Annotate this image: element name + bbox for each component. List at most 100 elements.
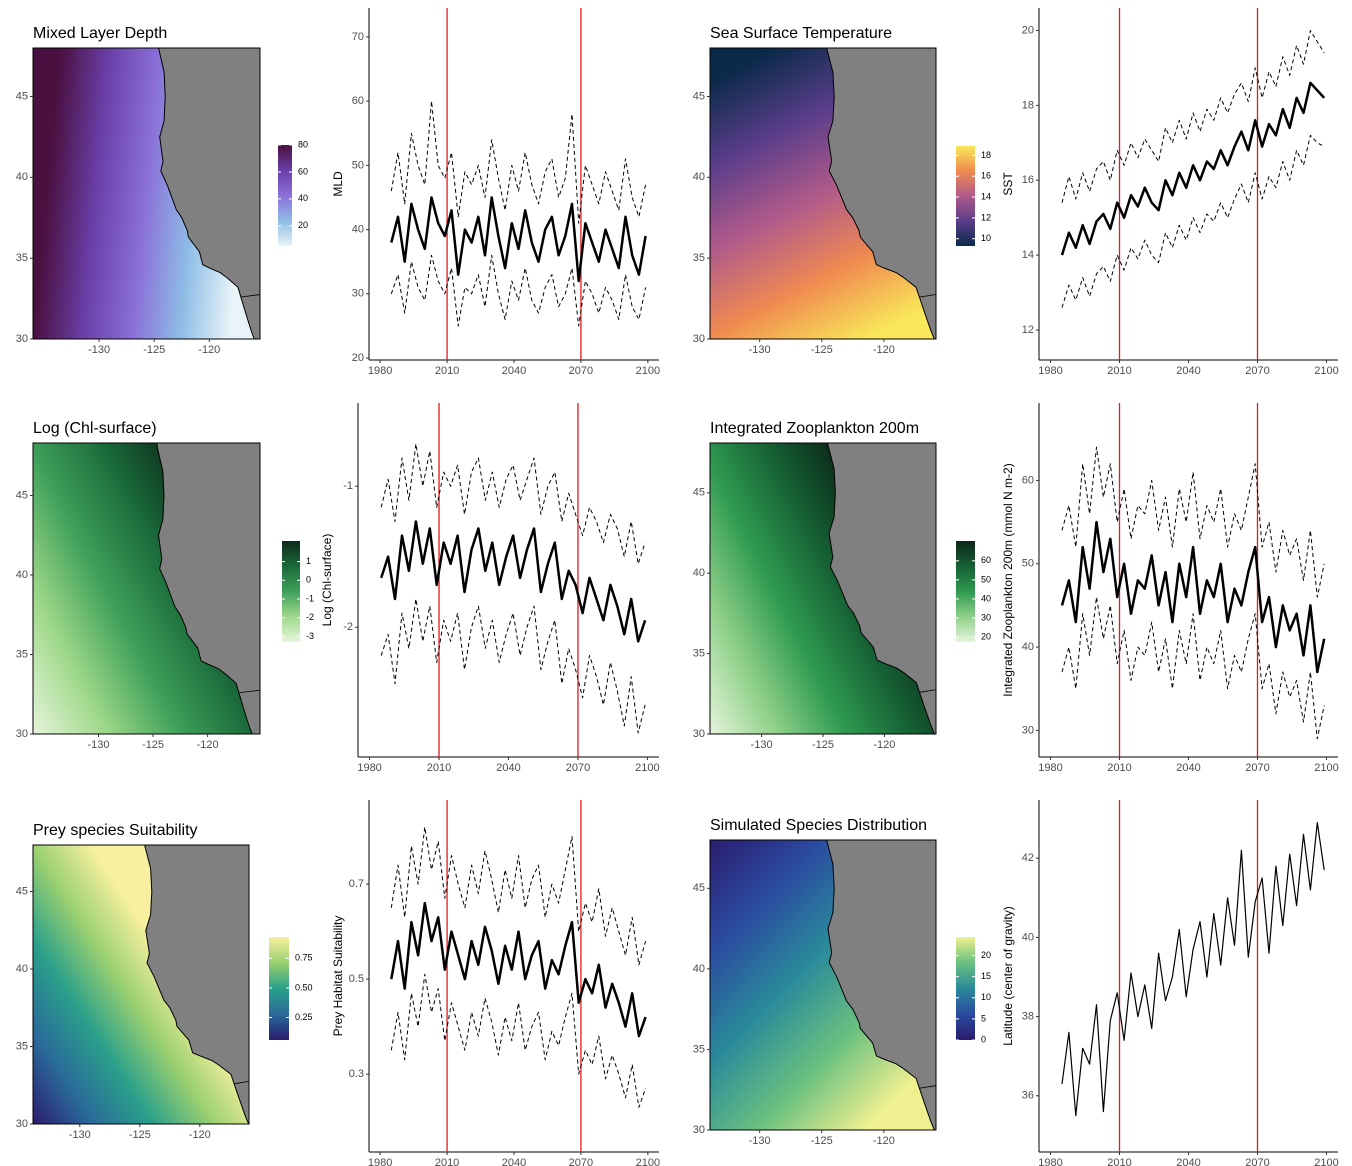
x-tick-label: 2010 bbox=[435, 1157, 459, 1166]
colorbar-label: 18 bbox=[981, 150, 991, 160]
y-tick-label: 20 bbox=[352, 352, 364, 364]
colorbar-label: 14 bbox=[981, 191, 991, 201]
x-tick-label: 2040 bbox=[502, 365, 526, 377]
series-line bbox=[390, 196, 647, 283]
x-tick-label: 2100 bbox=[1314, 365, 1338, 377]
x-tick-label: 2040 bbox=[1176, 365, 1200, 377]
x-tick-label: 2070 bbox=[1245, 762, 1269, 774]
x-tick-label: -130 bbox=[749, 1135, 771, 1147]
y-tick-label: 30 bbox=[693, 1124, 705, 1136]
y-tick-label: 30 bbox=[16, 728, 28, 740]
map-title: Prey species Suitability bbox=[33, 822, 198, 839]
y-tick-label: 60 bbox=[1022, 474, 1034, 486]
land bbox=[826, 48, 936, 339]
x-tick-label: 2100 bbox=[636, 365, 660, 377]
colorbar-label: 40 bbox=[981, 593, 991, 603]
x-tick-label: -125 bbox=[142, 739, 164, 751]
map-frame bbox=[709, 839, 937, 1131]
series-line bbox=[390, 254, 647, 327]
border bbox=[919, 294, 937, 298]
colorbar-label: 60 bbox=[298, 166, 308, 176]
x-tick-label: -120 bbox=[873, 344, 895, 356]
colorbar-label: 1 bbox=[306, 556, 311, 566]
y-tick-label: 35 bbox=[16, 648, 28, 660]
series-line bbox=[380, 598, 646, 734]
y-tick-label: 35 bbox=[16, 1040, 28, 1052]
x-tick-label: -130 bbox=[751, 739, 773, 751]
y-axis-title: Integrated Zooplankton 200m (mmol N m-2) bbox=[1001, 463, 1015, 696]
y-tick-label: 0.5 bbox=[349, 973, 364, 985]
map-frame bbox=[709, 47, 937, 340]
y-tick-label: 45 bbox=[16, 885, 28, 897]
y-tick-label: 40 bbox=[352, 224, 364, 236]
map-title: Simulated Species Distribution bbox=[710, 817, 927, 834]
series-line bbox=[390, 973, 647, 1108]
x-tick-label: 2100 bbox=[1314, 1157, 1338, 1166]
x-tick-label: -125 bbox=[812, 739, 834, 751]
map-frame bbox=[32, 442, 261, 735]
series-line bbox=[1061, 30, 1325, 203]
y-tick-label: 50 bbox=[1022, 558, 1034, 570]
x-tick-label: 2100 bbox=[1314, 762, 1338, 774]
x-tick-label: -130 bbox=[88, 344, 110, 356]
x-tick-label: 2010 bbox=[427, 762, 451, 774]
map-title: Integrated Zooplankton 200m bbox=[710, 420, 919, 437]
y-tick-label: 30 bbox=[352, 288, 364, 300]
x-tick-label: -130 bbox=[87, 739, 109, 751]
y-tick-label: 45 bbox=[693, 487, 705, 499]
y-tick-label: 36 bbox=[1022, 1090, 1034, 1102]
y-tick-label: 40 bbox=[16, 569, 28, 581]
y-tick-label: 16 bbox=[1022, 174, 1034, 186]
x-tick-label: 1980 bbox=[368, 1157, 392, 1166]
colorbar-label: 5 bbox=[981, 1013, 986, 1023]
x-tick-label: 1980 bbox=[1038, 365, 1062, 377]
y-tick-label: 40 bbox=[16, 963, 28, 975]
colorbar-label: 10 bbox=[981, 233, 991, 243]
colorbar bbox=[956, 146, 975, 246]
y-tick-label: 35 bbox=[693, 648, 705, 660]
series-line bbox=[390, 100, 647, 224]
colorbar-label: 80 bbox=[298, 139, 308, 149]
y-tick-label: 60 bbox=[352, 95, 364, 107]
border bbox=[234, 1080, 250, 1085]
y-tick-label: 30 bbox=[16, 333, 28, 345]
x-tick-label: 2010 bbox=[1107, 762, 1131, 774]
x-tick-label: 2010 bbox=[1107, 365, 1131, 377]
border bbox=[241, 294, 261, 298]
x-tick-label: -120 bbox=[197, 739, 219, 751]
land bbox=[826, 840, 936, 1130]
x-tick-label: 2040 bbox=[1176, 762, 1200, 774]
x-tick-label: 2040 bbox=[502, 1157, 526, 1166]
y-tick-label: 0.7 bbox=[349, 878, 364, 890]
x-tick-label: -130 bbox=[69, 1129, 91, 1141]
x-tick-label: 1980 bbox=[1038, 1157, 1062, 1166]
x-tick-label: 2100 bbox=[636, 1157, 660, 1166]
colorbar-label: 60 bbox=[981, 555, 991, 565]
y-tick-label: 40 bbox=[693, 963, 705, 975]
y-axis-title: Prey Habitat Suitability bbox=[331, 916, 345, 1037]
y-tick-label: 14 bbox=[1022, 249, 1034, 261]
y-axis-title: MLD bbox=[331, 171, 345, 197]
map-frame bbox=[32, 47, 261, 340]
series-line bbox=[1061, 134, 1325, 308]
land bbox=[144, 845, 249, 1124]
y-tick-label: 35 bbox=[693, 252, 705, 264]
y-tick-label: 38 bbox=[1022, 1010, 1034, 1022]
series-line bbox=[1061, 822, 1325, 1117]
colorbar-label: 20 bbox=[981, 631, 991, 641]
y-tick-label: 35 bbox=[693, 1043, 705, 1055]
y-tick-label: 45 bbox=[16, 90, 28, 102]
map-title: Mixed Layer Depth bbox=[33, 25, 167, 42]
map-frame bbox=[32, 844, 250, 1125]
y-tick-label: 18 bbox=[1022, 99, 1034, 111]
border bbox=[919, 1085, 937, 1089]
colorbar-label: -2 bbox=[306, 612, 314, 622]
y-tick-label: 45 bbox=[16, 489, 28, 501]
y-tick-label: 30 bbox=[693, 333, 705, 345]
x-tick-label: 2040 bbox=[496, 762, 520, 774]
x-tick-label: 2070 bbox=[566, 762, 590, 774]
land bbox=[158, 48, 260, 339]
y-axis-title: SST bbox=[1001, 172, 1015, 196]
x-tick-label: 1980 bbox=[357, 762, 381, 774]
